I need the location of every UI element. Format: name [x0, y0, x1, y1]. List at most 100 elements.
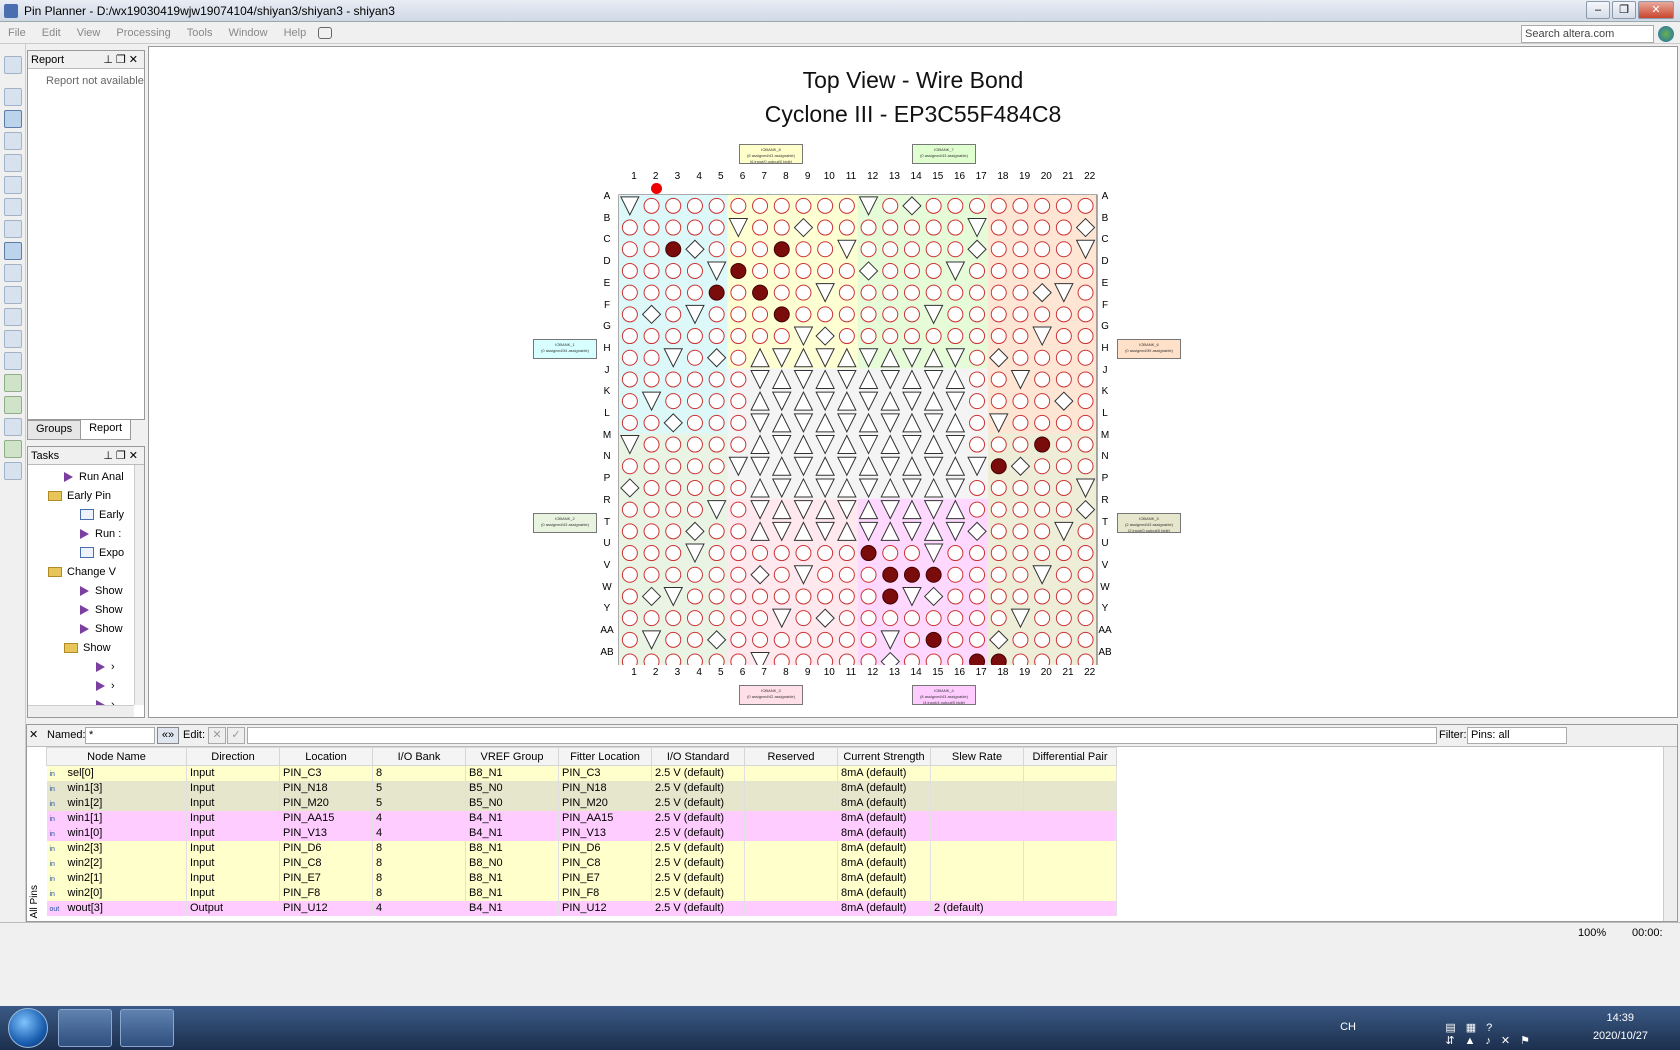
io-pin[interactable] — [925, 241, 942, 258]
io-pin[interactable] — [621, 523, 638, 540]
io-pin[interactable] — [643, 436, 660, 453]
menu-window[interactable]: Window — [228, 26, 268, 39]
io-pin[interactable] — [990, 219, 1007, 236]
io-pin[interactable] — [1077, 371, 1094, 388]
io-pin[interactable] — [686, 219, 703, 236]
table-cell-diff[interactable] — [1023, 885, 1117, 901]
io-pin[interactable] — [860, 610, 877, 627]
table-cell-current[interactable]: 8mA (default) — [837, 900, 931, 916]
assigned-pin[interactable] — [860, 545, 877, 562]
ground-pin[interactable] — [945, 499, 966, 520]
power-pin[interactable] — [815, 521, 835, 542]
task-item[interactable]: Change V — [28, 562, 144, 581]
power-pin[interactable] — [923, 304, 944, 325]
io-pin[interactable] — [838, 262, 855, 279]
io-pin[interactable] — [817, 219, 834, 236]
ground-pin[interactable] — [902, 412, 922, 433]
ground-pin[interactable] — [793, 477, 814, 498]
io-pin[interactable] — [969, 197, 986, 214]
io-pin[interactable] — [1077, 306, 1094, 323]
assigned-pin[interactable] — [773, 241, 790, 258]
io-pin[interactable] — [708, 458, 725, 475]
table-cell-reserved[interactable] — [744, 825, 838, 841]
assigned-pin[interactable] — [903, 566, 920, 583]
ground-pin[interactable] — [858, 456, 879, 476]
io-pin[interactable] — [686, 262, 703, 279]
column-header[interactable]: Location — [279, 747, 373, 766]
table-cell-fitter[interactable]: PIN_E7 — [558, 870, 652, 886]
io-pin[interactable] — [1077, 545, 1094, 562]
io-pin[interactable] — [838, 328, 855, 345]
table-cell-standard[interactable]: 2.5 V (default) — [651, 885, 745, 901]
io-pin[interactable] — [730, 610, 747, 627]
io-pin[interactable] — [1055, 588, 1072, 605]
table-row[interactable]: in win2[1] Input PIN_E7 8 B8_N1 PIN_E7 2.5 V (d… — [46, 870, 1117, 886]
power-pin[interactable] — [641, 391, 662, 412]
io-pin[interactable] — [1012, 328, 1029, 345]
io-pin[interactable] — [643, 545, 660, 562]
io-pin[interactable] — [817, 566, 834, 583]
io-pin[interactable] — [969, 631, 986, 648]
io-pin[interactable] — [860, 241, 877, 258]
io-pin[interactable] — [686, 610, 703, 627]
io-pin[interactable] — [1034, 393, 1051, 410]
assigned-pin[interactable] — [1034, 436, 1051, 453]
close-button[interactable]: ✕ — [1638, 1, 1674, 19]
io-pin[interactable] — [773, 545, 790, 562]
table-cell-name[interactable]: in win1[0] — [46, 825, 187, 841]
table-cell-reserved[interactable] — [744, 810, 838, 826]
column-header[interactable]: Direction — [186, 747, 280, 766]
io-pin[interactable] — [621, 566, 638, 583]
toolbar-icon-10[interactable] — [4, 264, 22, 282]
globe-icon[interactable] — [1658, 26, 1674, 42]
io-pin[interactable] — [903, 306, 920, 323]
clock-pin[interactable] — [750, 565, 770, 585]
io-pin[interactable] — [752, 545, 769, 562]
table-cell-current[interactable]: 8mA (default) — [837, 795, 931, 811]
feedback-icon[interactable] — [318, 26, 333, 39]
io-pin[interactable] — [947, 610, 964, 627]
io-pin[interactable] — [1055, 458, 1072, 475]
io-bank-box[interactable]: IOBANK_7 (0 assigned/43 assignable) — [912, 144, 976, 164]
io-pin[interactable] — [1077, 393, 1094, 410]
table-row[interactable]: in win2[2] Input PIN_C8 8 B8_N0 PIN_C8 2.5 V (d… — [46, 855, 1117, 871]
redo-icon[interactable] — [4, 220, 22, 238]
io-pin[interactable] — [969, 393, 986, 410]
io-pin[interactable] — [1055, 241, 1072, 258]
table-cell-direction[interactable]: Input — [186, 795, 280, 811]
power-pin[interactable] — [815, 283, 835, 303]
power-pin[interactable] — [815, 435, 835, 455]
io-pin[interactable] — [665, 610, 682, 627]
table-cell-vref[interactable]: B4_N1 — [465, 900, 559, 916]
power-pin[interactable] — [923, 456, 944, 477]
io-pin[interactable] — [838, 653, 855, 665]
io-pin[interactable] — [708, 523, 725, 540]
clock-pin[interactable] — [620, 478, 640, 498]
io-pin[interactable] — [1077, 284, 1094, 301]
table-cell-fitter[interactable]: PIN_V13 — [558, 825, 652, 841]
io-pin[interactable] — [708, 328, 725, 345]
ground-pin[interactable] — [771, 499, 792, 520]
table-row[interactable]: in win1[0] Input PIN_V13 4 B4_N1 PIN_V13 2.5 V … — [46, 825, 1117, 841]
table-cell-name[interactable]: in win1[3] — [46, 780, 187, 796]
toolbar-icon-12[interactable] — [4, 308, 22, 326]
io-pin[interactable] — [990, 523, 1007, 540]
io-pin[interactable] — [969, 349, 986, 366]
power-pin[interactable] — [1010, 608, 1031, 629]
table-cell-bank[interactable]: 8 — [372, 840, 466, 856]
io-pin[interactable] — [730, 436, 747, 453]
io-pin[interactable] — [1034, 610, 1051, 627]
io-pin[interactable] — [686, 501, 703, 518]
table-cell-fitter[interactable]: PIN_U12 — [558, 900, 652, 916]
io-pin[interactable] — [947, 653, 964, 665]
io-pin[interactable] — [1077, 588, 1094, 605]
io-pin[interactable] — [1034, 219, 1051, 236]
io-pin[interactable] — [730, 371, 747, 388]
io-pin[interactable] — [686, 393, 703, 410]
table-cell-bank[interactable]: 8 — [372, 855, 466, 871]
task-item[interactable]: Run Anal — [28, 467, 144, 486]
clock-pin[interactable] — [1075, 499, 1096, 520]
io-pin[interactable] — [752, 262, 769, 279]
table-cell-current[interactable]: 8mA (default) — [837, 810, 931, 826]
table-cell-standard[interactable]: 2.5 V (default) — [651, 780, 745, 796]
